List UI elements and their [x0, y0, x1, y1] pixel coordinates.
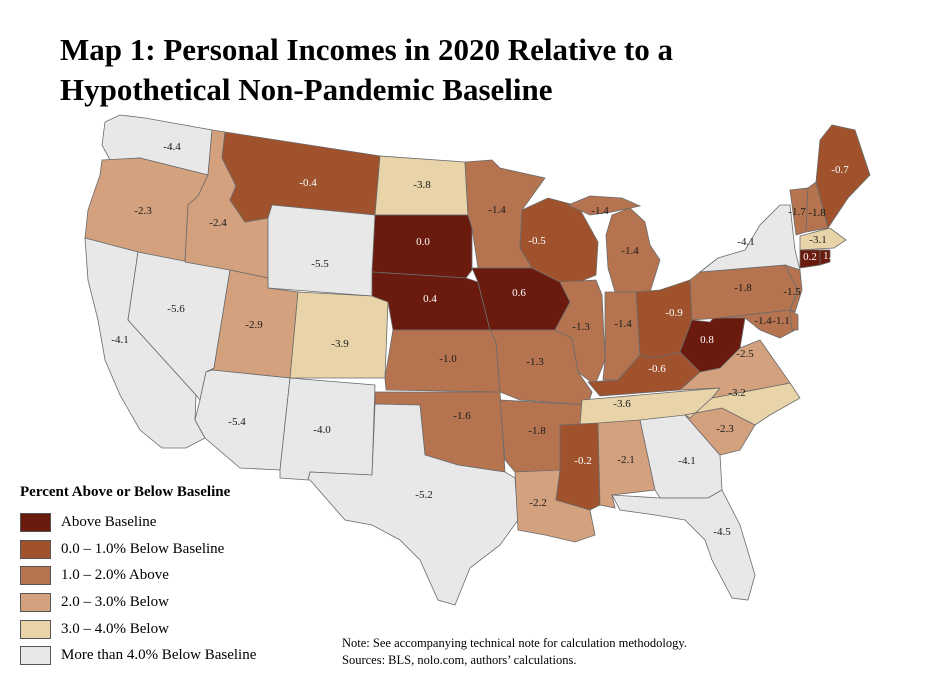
state-nj: [784, 264, 803, 313]
state-value-ky: -0.6: [648, 363, 666, 375]
state-wy: [267, 204, 376, 297]
legend-swatch: [20, 619, 51, 639]
sources-line: Sources: BLS, nolo.com, authors’ calcula…: [342, 653, 577, 667]
state-value-nd: -3.8: [413, 179, 431, 191]
legend-label: 1.0 – 2.0% Above: [61, 567, 169, 584]
map-title-line-2: Hypothetical Non-Pandemic Baseline: [60, 72, 553, 107]
legend-swatch: [20, 646, 51, 666]
state-value-mi: -1.4: [621, 245, 639, 257]
legend-item-1-2: 1.0 – 2.0% Above: [20, 562, 340, 589]
state-ma: [799, 227, 847, 251]
legend-swatch: [20, 566, 51, 586]
legend-label: Above Baseline: [61, 513, 157, 530]
legend-swatch: [20, 512, 51, 532]
state-value-az: -5.4: [228, 416, 246, 428]
legend-label: More than 4.0% Below Baseline: [61, 647, 257, 664]
state-value-nm: -4.0: [313, 424, 331, 436]
state-value-mt: -0.4: [299, 177, 317, 189]
state-value-nv: -5.6: [167, 303, 185, 315]
state-value-ut: -2.9: [245, 319, 263, 331]
state-value-mi-up: -1.4: [591, 205, 609, 217]
state-value-sd: 0.0: [416, 236, 430, 248]
state-value-me: -0.7: [831, 164, 849, 176]
state-value-oh: -0.9: [665, 307, 683, 319]
state-value-md: -1.1: [772, 315, 789, 327]
state-value-la: -2.2: [529, 497, 546, 509]
state-value-nc: -3.2: [728, 387, 745, 399]
map-title: Map 1: Personal Incomes in 2020 Relative…: [60, 30, 920, 110]
legend-swatch: [20, 539, 51, 559]
legend-label: 0.0 – 1.0% Below Baseline: [61, 540, 225, 557]
legend: Percent Above or Below Baseline Above Ba…: [20, 484, 340, 669]
legend-item-3-4-below: 3.0 – 4.0% Below: [20, 616, 340, 643]
state-value-wv: 0.8: [700, 334, 714, 346]
state-value-tn: -3.6: [613, 398, 631, 410]
state-value-ny: -4.1: [737, 236, 754, 248]
state-il: [554, 279, 606, 386]
legend-label: 3.0 – 4.0% Below: [61, 620, 169, 637]
state-fl: [611, 489, 756, 601]
state-value-nj: -1.5: [783, 286, 801, 298]
state-value-vt: -1.7: [788, 206, 806, 218]
state-value-ga: -4.1: [678, 455, 695, 467]
legend-item-2-3-below: 2.0 – 3.0% Below: [20, 589, 340, 616]
state-value-ma: -3.1: [809, 234, 826, 246]
state-value-fl: -4.5: [713, 526, 731, 538]
state-de: [789, 309, 799, 331]
legend-item-more-than-4-below: More than 4.0% Below Baseline: [20, 642, 340, 669]
state-value-in: -1.4: [614, 318, 632, 330]
state-value-nh: -1.8: [808, 207, 826, 219]
state-value-ne: 0.4: [423, 293, 437, 305]
legend-item-0-1-below: 0.0 – 1.0% Below Baseline: [20, 536, 340, 563]
state-value-tx: -5.2: [415, 489, 432, 501]
state-tx: [307, 403, 519, 606]
state-value-mn: -1.4: [488, 204, 506, 216]
legend-swatch: [20, 592, 51, 612]
state-value-il: -1.3: [572, 321, 590, 333]
state-az: [194, 369, 291, 471]
state-ri: [819, 249, 831, 266]
state-value-ks: -1.0: [439, 353, 457, 365]
state-me: [815, 124, 871, 229]
legend-item-above-baseline: Above Baseline: [20, 509, 340, 536]
state-value-id: -2.4: [209, 217, 227, 229]
state-value-ca: -4.1: [111, 334, 128, 346]
state-value-pa: -1.8: [734, 282, 752, 294]
state-value-or: -2.3: [134, 205, 152, 217]
state-mi-up: [566, 195, 642, 216]
state-value-al: -2.1: [617, 454, 634, 466]
state-value-ms: -0.2: [574, 455, 591, 467]
states-layer: [84, 114, 871, 606]
map-title-line-1: Map 1: Personal Incomes in 2020 Relative…: [60, 32, 674, 67]
state-value-ct: 0.2: [803, 251, 817, 263]
state-value-wi: -0.5: [528, 235, 546, 247]
state-value-ar: -1.8: [528, 425, 546, 437]
state-wi: [519, 197, 599, 286]
state-value-co: -3.9: [331, 338, 349, 350]
note-line: Note: See accompanying technical note fo…: [342, 636, 687, 650]
source-note: Note: See accompanying technical note fo…: [342, 635, 687, 669]
state-value-va: -2.5: [736, 348, 754, 360]
state-co: [289, 291, 389, 379]
legend-label: 2.0 – 3.0% Below: [61, 593, 169, 610]
state-value-sc: -2.3: [716, 423, 734, 435]
state-value-ri: 1.0: [823, 250, 837, 262]
state-value-ok: -1.6: [453, 410, 471, 422]
state-mi: [605, 207, 661, 293]
state-value-de: -1.4: [754, 315, 772, 327]
legend-title: Percent Above or Below Baseline: [20, 484, 231, 500]
state-value-wa: -4.4: [163, 141, 181, 153]
state-value-wy: -5.5: [311, 258, 329, 270]
labels-layer: -4.4 -2.3 -4.1 -5.6 -2.4 -0.4 -5.5 -2.9 -5.4 -3.9…: [111, 141, 849, 538]
state-value-mo: -1.3: [526, 356, 544, 368]
state-value-ia: 0.6: [512, 287, 526, 299]
